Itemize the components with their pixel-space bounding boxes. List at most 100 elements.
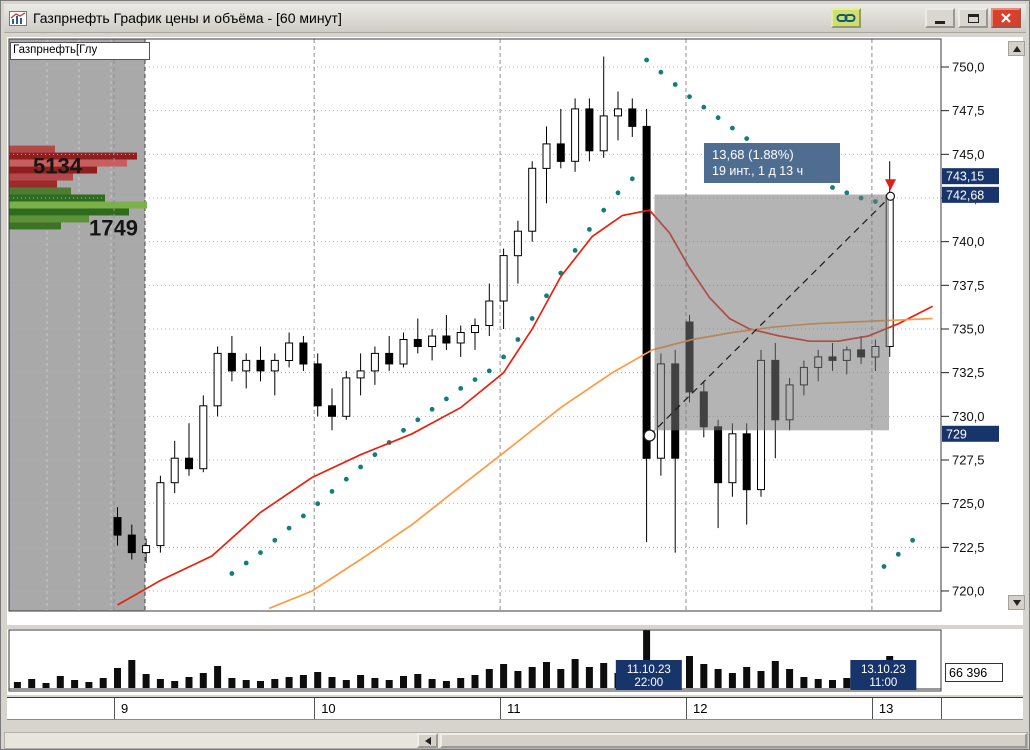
sar-dot	[601, 207, 607, 213]
candle-body	[413, 339, 422, 347]
candle-body	[285, 342, 294, 361]
volume-bar	[485, 669, 493, 688]
volume-profile-row	[9, 208, 129, 216]
sar-dot	[415, 417, 421, 423]
volume-bar	[271, 679, 279, 688]
price-tick-label: 737,5	[952, 278, 985, 293]
candle-body	[742, 433, 751, 491]
candle-body	[485, 300, 494, 326]
volume-bar	[514, 671, 522, 688]
volume-bar	[757, 671, 765, 688]
volume-bar	[342, 680, 350, 688]
volume-profile-row	[9, 166, 97, 174]
scroll-left-button[interactable]	[417, 733, 438, 748]
window-title: Газпрнефть График цены и объёма - [60 ми…	[33, 10, 342, 26]
sar-dot	[343, 476, 349, 482]
candle-body	[199, 405, 208, 470]
volume-bar	[400, 676, 407, 688]
trend-start-marker[interactable]	[643, 429, 656, 442]
trend-arrow-marker	[884, 179, 896, 191]
scroll-down-button[interactable]	[1008, 595, 1025, 610]
volume-bar	[771, 661, 779, 688]
left-arrow-icon	[424, 736, 431, 745]
measure-tooltip: 13,68 (1.88%) 19 инт., 1 д 13 ч	[704, 143, 840, 183]
time-axis-tick	[871, 698, 873, 719]
sar-dot	[486, 368, 492, 374]
volume-bar	[442, 681, 450, 688]
candle-body	[428, 335, 437, 347]
volume-bar	[42, 683, 50, 688]
volume-bar	[543, 662, 550, 688]
sar-dot	[258, 550, 263, 555]
volume-bar	[257, 681, 264, 688]
volume-bar	[185, 677, 193, 688]
close-button[interactable]	[991, 8, 1021, 28]
up-arrow-icon	[1012, 45, 1021, 52]
volume-bar	[371, 678, 379, 688]
time-axis-tick	[500, 698, 502, 719]
scrollbar-thumb[interactable]	[440, 733, 1027, 748]
volume-bar	[800, 677, 808, 688]
price-tick-label: 722,5	[952, 540, 985, 555]
trend-end-marker[interactable]	[885, 191, 896, 201]
candle-body	[213, 352, 222, 407]
horizontal-scrollbar[interactable]	[4, 732, 1028, 749]
candle-body	[456, 332, 465, 344]
price-tick-label: 727,5	[952, 452, 985, 467]
candle-body	[299, 342, 308, 365]
maximize-button[interactable]	[958, 8, 988, 28]
candle-body	[242, 359, 251, 372]
sar-dot	[458, 386, 464, 391]
sar-dot	[881, 564, 887, 569]
volume-bar	[228, 678, 236, 688]
sar-dot	[501, 354, 506, 360]
candle-body	[642, 125, 651, 459]
volume-bar	[457, 678, 465, 688]
link-button[interactable]	[831, 8, 861, 28]
sar-dot	[529, 316, 535, 321]
scroll-up-button[interactable]	[1008, 41, 1025, 56]
sar-dot	[701, 104, 707, 110]
volume-bar	[242, 680, 250, 688]
volume-bar	[299, 675, 307, 688]
selection-rectangle[interactable]	[654, 194, 890, 431]
price-chart-canvas[interactable]: 5134 1749 13,68 (1.88%) 19 инт., 1 д 13 ч 75…	[7, 37, 1023, 625]
candle-body	[528, 167, 537, 232]
price-tick-label: 730,0	[952, 409, 985, 424]
candle-body	[614, 108, 622, 117]
candle-body	[542, 143, 551, 169]
volume-badge-time: 11:00	[869, 677, 897, 689]
price-tick-label: 745,0	[952, 147, 985, 162]
candle-body	[127, 534, 136, 554]
time-axis: 9 10 11 12 13	[7, 697, 1023, 720]
candle-body	[170, 457, 179, 484]
volume-profile-row	[9, 180, 57, 188]
volume-bar	[643, 630, 651, 688]
candle-body	[585, 108, 594, 152]
volume-profile-row	[9, 159, 127, 167]
volume-badge-time: 22:00	[634, 677, 663, 689]
volume-profile-layer: 5134 1749	[9, 39, 147, 611]
sar-dot	[315, 501, 321, 507]
volume-bar	[500, 664, 508, 688]
candle-body	[156, 482, 165, 547]
volume-bar	[557, 669, 565, 688]
minimize-icon	[935, 21, 945, 24]
volume-profile-row	[9, 152, 137, 160]
volume-bar	[214, 666, 222, 688]
sar-dots-layer	[229, 57, 915, 576]
volume-profile-row	[9, 173, 73, 181]
sar-dot	[272, 537, 278, 543]
candle-body	[571, 108, 580, 162]
time-axis-tick	[941, 698, 942, 719]
title-bar[interactable]: Газпрнефть График цены и объёма - [60 ми…	[4, 4, 1026, 33]
volume-profile-row	[9, 222, 61, 230]
volume-bar	[71, 680, 79, 688]
tooltip-change-value: 13,68 (1.88%)	[712, 147, 794, 162]
sar-dot	[830, 185, 835, 190]
price-tick-label: 735,0	[952, 321, 985, 336]
minimize-button[interactable]	[925, 8, 955, 28]
volume-profile-row	[9, 215, 89, 223]
